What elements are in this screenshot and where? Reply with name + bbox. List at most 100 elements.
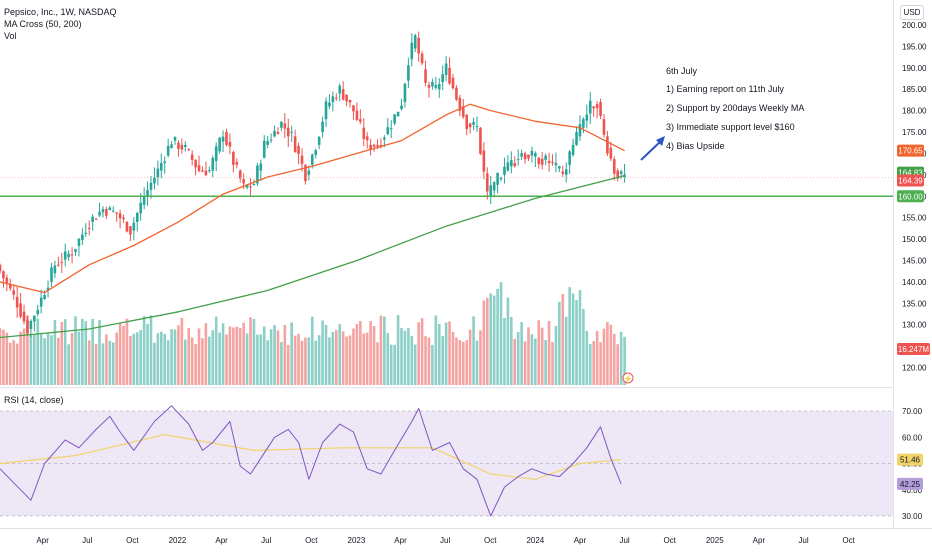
candle-body bbox=[345, 94, 348, 102]
ma-cross-legend[interactable]: MA Cross (50, 200) bbox=[4, 19, 82, 29]
volume-bar bbox=[218, 332, 221, 385]
volume-bar bbox=[53, 319, 57, 385]
candle-body bbox=[19, 303, 22, 317]
volume-bar bbox=[578, 290, 582, 385]
candle-body bbox=[571, 144, 575, 155]
candle-body bbox=[22, 311, 26, 322]
candle-body bbox=[63, 251, 67, 260]
volume-bar bbox=[153, 342, 156, 385]
candle-body bbox=[540, 158, 544, 165]
candle-body bbox=[153, 177, 156, 184]
candle-body bbox=[582, 119, 585, 128]
volume-bar bbox=[523, 341, 527, 385]
volume-bar bbox=[441, 336, 444, 385]
volume-bar bbox=[558, 301, 561, 385]
volume-bar bbox=[623, 336, 626, 385]
volume-bar bbox=[602, 328, 606, 385]
candle-body bbox=[465, 114, 469, 129]
volume-bar bbox=[619, 331, 623, 385]
rsi-tag-bg bbox=[897, 453, 923, 466]
volume-bar bbox=[544, 339, 547, 385]
volume-bar bbox=[540, 327, 544, 385]
volume-bar bbox=[451, 331, 455, 385]
volume-bar bbox=[105, 334, 108, 385]
time-tick-label: Apr bbox=[394, 536, 407, 545]
time-tick-label: Jul bbox=[440, 536, 450, 545]
time-tick-label: 2024 bbox=[526, 536, 544, 545]
candle-body bbox=[503, 166, 506, 175]
volume-bar bbox=[324, 324, 328, 385]
candle-body bbox=[383, 137, 386, 140]
candle-body bbox=[372, 144, 376, 147]
candle-body bbox=[194, 159, 197, 168]
earnings-marker bbox=[622, 372, 634, 384]
candle-body bbox=[317, 137, 321, 145]
volume-bar bbox=[259, 334, 263, 385]
volume-bar bbox=[149, 315, 153, 385]
candle-body bbox=[585, 114, 589, 121]
volume-bar bbox=[74, 316, 77, 385]
candle-body bbox=[365, 136, 369, 141]
candle-body bbox=[36, 309, 40, 314]
candle-body bbox=[324, 101, 328, 120]
currency-button[interactable]: USD bbox=[900, 5, 924, 20]
volume-bar bbox=[211, 330, 215, 385]
candle-body bbox=[283, 123, 287, 129]
earnings-marker-glyph: ⚡ bbox=[624, 374, 633, 383]
candle-body bbox=[84, 232, 88, 234]
candle-body bbox=[0, 264, 2, 272]
volume-bar bbox=[77, 331, 81, 385]
time-tick-label: Apr bbox=[36, 536, 49, 545]
candle-body bbox=[221, 136, 225, 142]
volume-bar bbox=[486, 297, 489, 385]
volume-legend[interactable]: Vol bbox=[4, 31, 17, 41]
rsi-legend[interactable]: RSI (14, close) bbox=[4, 395, 64, 405]
rsi-tag-label: 51.46 bbox=[900, 456, 921, 465]
annotation-line: 2) Support by 200days Weekly MA bbox=[666, 103, 805, 113]
volume-bar bbox=[568, 287, 571, 385]
price-tick-label: 120.00 bbox=[902, 364, 927, 373]
rsi-tag-bg bbox=[897, 477, 923, 490]
volume-bar bbox=[242, 322, 245, 385]
volume-bar bbox=[87, 340, 91, 385]
volume-bar bbox=[70, 333, 74, 385]
candle-body bbox=[544, 155, 547, 160]
candle-body bbox=[482, 150, 486, 172]
candle-body bbox=[359, 119, 362, 122]
volume-bar bbox=[125, 318, 129, 385]
candle-body bbox=[492, 182, 496, 191]
candle-body bbox=[513, 163, 517, 167]
volume-bar bbox=[317, 335, 321, 385]
volume-bar bbox=[98, 320, 101, 385]
candle-body bbox=[26, 320, 29, 334]
volume-bar bbox=[341, 331, 345, 385]
candle-body bbox=[286, 127, 290, 137]
volume-bar bbox=[225, 334, 228, 385]
volume-bar bbox=[561, 293, 565, 385]
time-tick-label: Oct bbox=[842, 536, 855, 545]
price-tag-label: 164.39 bbox=[898, 176, 923, 185]
candle-body bbox=[39, 297, 43, 307]
volume-bar bbox=[132, 333, 136, 385]
candle-body bbox=[146, 189, 149, 197]
candle-body bbox=[159, 163, 163, 171]
price-tick-label: 195.00 bbox=[902, 42, 927, 51]
candle-body bbox=[46, 287, 50, 291]
time-tick-label: 2023 bbox=[348, 536, 366, 545]
volume-bar bbox=[300, 340, 304, 385]
volume-bar bbox=[159, 331, 163, 385]
volume-bar bbox=[365, 332, 369, 385]
volume-bar bbox=[386, 333, 390, 385]
candle-body bbox=[496, 172, 499, 185]
candle-body bbox=[437, 84, 441, 90]
volume-bar bbox=[606, 321, 609, 385]
time-tick-label: 2025 bbox=[706, 536, 724, 545]
candle-body bbox=[91, 216, 94, 222]
candle-body bbox=[564, 169, 568, 175]
volume-bar bbox=[81, 318, 84, 385]
volume-bar bbox=[516, 332, 520, 385]
candle-body bbox=[321, 121, 324, 133]
volume-bar bbox=[444, 322, 448, 385]
